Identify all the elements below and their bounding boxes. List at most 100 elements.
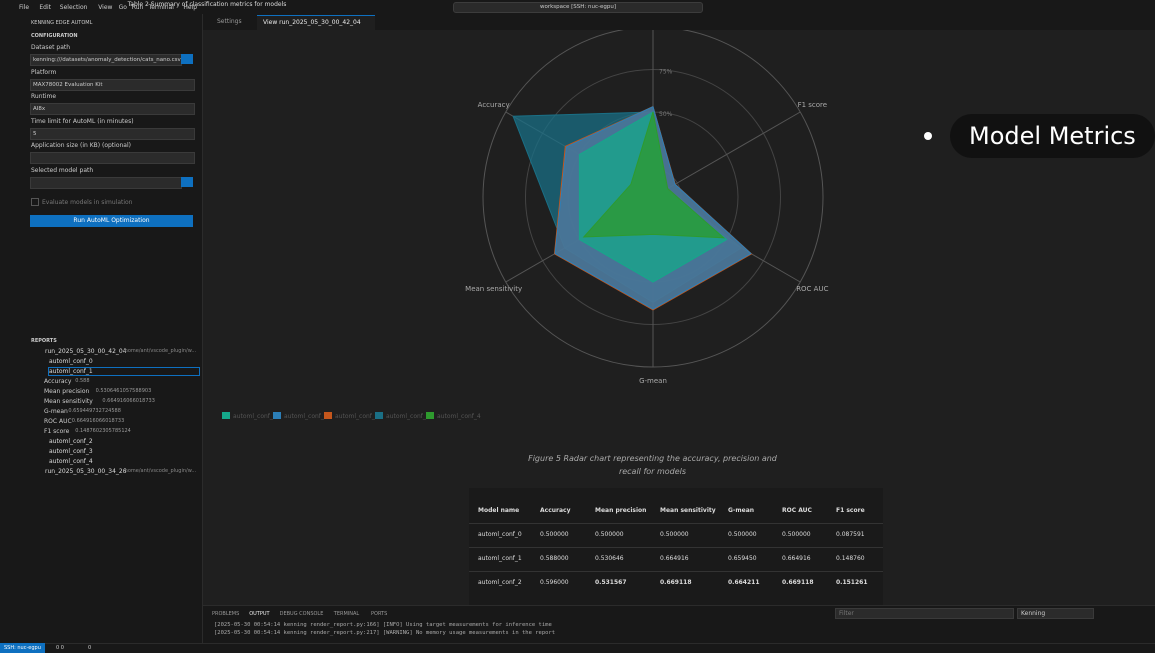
table-cell: 0.500000 [540,531,569,538]
browse-button[interactable] [181,176,193,187]
table-cell: 0.659450 [728,555,757,562]
table-header: Mean sensitivity [660,507,716,514]
tree-item[interactable]: automl_conf_4 [49,458,93,465]
row-separator [469,571,883,572]
run-path: /home/ant/vscode_plugin/w... [123,468,197,474]
axis-line [652,111,801,198]
filter-box[interactable]: Filter [835,608,1014,619]
menu-item[interactable]: View [98,4,113,11]
legend-label: automl_conf_1 [284,413,328,420]
field-label: Time limit for AutoML (in minutes) [31,117,134,125]
run-path: /home/ant/vscode_plugin/w... [123,348,197,354]
tree-item[interactable]: automl_conf_2 [49,438,93,445]
radar-chart: 50% 75% F1 score ROC AUC G-mean Mean sensitiv… [222,30,829,420]
overlay-label: Model Metrics [950,114,1155,158]
input-box[interactable]: MAX78002 Evaluation Kit [30,78,195,91]
table-header: F1 score [836,507,865,514]
table-cell: 0.664916 [660,555,689,562]
legend-label: automl_conf_4 [437,413,481,420]
table-cell: 0.531567 [595,579,627,586]
table-cell: 0.148760 [836,555,865,562]
tree-item[interactable]: automl_conf_0 [49,358,93,365]
field-label: Runtime [31,93,57,100]
sidebar-title: KENNING EDGE AUTOML [31,20,93,26]
input-box[interactable] [30,176,182,189]
tree-item[interactable]: automl_conf_3 [49,448,93,455]
metric-value: 0.5306461057588903 [95,388,152,394]
panel-tab[interactable]: PORTS [371,611,388,617]
input-value: kenning:///datasets/anomaly_detection/ca… [33,57,181,63]
browse-button[interactable] [181,54,193,64]
run-button[interactable]: Run AutoML Optimization [30,215,193,227]
table-header: Accuracy [540,507,571,514]
table-cell: 0.151261 [836,579,868,586]
table-cell: 0.664211 [728,579,760,586]
menu-item[interactable]: Go [118,4,127,11]
metric-label: F1 score [44,428,70,435]
table-header: ROC AUC [782,507,812,514]
input-box[interactable]: AI8x [30,103,195,115]
legend-swatch [222,412,230,419]
legend-swatch [426,412,434,419]
ring-label: 75% [659,69,673,76]
axis-label: G-mean [639,377,667,385]
tab[interactable]: View run_2025_05_30_00_42_04 [257,15,375,30]
table-header: Model name [478,507,520,514]
overlay-dot [924,132,932,140]
checkbox[interactable] [31,198,39,206]
input-value: AI8x [33,106,46,112]
panel-tab[interactable]: TERMINAL [333,611,360,617]
table-cell: 0.588000 [540,555,569,562]
axis-label: Mean sensitivity [465,285,522,293]
input-value: 5 [33,130,37,137]
table-header: Mean precision [595,507,647,514]
figure-caption: Figure 5 Radar chart representing the ac… [528,454,777,476]
table-caption: Table 2 Summary of classification metric… [127,1,287,8]
remote-indicator[interactable]: SSH: nuc-egpu [0,643,45,653]
run-name[interactable]: run_2025_05_30_00_34_26 [45,468,127,475]
input-box[interactable]: kenning:///datasets/anomaly_detection/ca… [30,54,182,66]
input-box[interactable] [30,152,195,164]
section-title: REPORTS [31,338,57,344]
panel-tab[interactable]: PROBLEMS [212,611,240,617]
metric-label: ROC AUC [44,418,72,425]
channel-select[interactable]: Kenning [1017,608,1094,619]
input-box[interactable]: 5 [30,127,195,140]
tree-item[interactable]: automl_conf_1 [48,367,200,376]
axis-label: F1 score [798,101,828,109]
menu-item[interactable]: Edit [39,4,52,11]
metric-label: Accuracy [44,378,72,385]
table-cell: 0.500000 [595,531,624,538]
field-label: Application size (in KB) (optional) [31,142,131,149]
status-bar [0,643,1155,653]
legend-label: automl_conf_2 [335,413,379,420]
table-cell: automl_conf_1 [478,555,522,562]
panel-tab[interactable]: OUTPUT [249,611,270,617]
command-center[interactable]: workspace [SSH: nuc-egpu] [453,2,703,13]
metric-value: 0.664916066018733 [71,418,125,424]
status-problems[interactable]: 0 0 [56,645,64,651]
menu-item[interactable]: Help [183,4,198,11]
menu-item[interactable]: Selection [59,4,88,11]
table-header: G-mean [728,507,755,514]
menu-item[interactable]: Terminal [148,4,174,11]
field-label: Selected model path [31,166,94,174]
table-cell: automl_conf_0 [478,531,522,538]
menu-item[interactable]: File [19,4,30,11]
row-separator [469,547,883,548]
panel-tab[interactable]: DEBUG CONSOLE [279,611,324,617]
tab[interactable]: Settings [217,18,242,25]
metric-value: 0.664916066018733 [102,398,155,404]
axis-label: ROC AUC [796,285,828,293]
log-line: [2025-05-30 00:54:14 kenning render_repo… [214,630,556,636]
table-cell: 0.530646 [595,555,624,562]
log-line: [2025-05-30 00:54:14 kenning render_repo… [214,622,552,628]
table-cell: 0.669118 [660,579,692,586]
table-cell: automl_conf_2 [478,579,522,586]
menu-item[interactable]: Run [131,4,144,11]
status-ports[interactable]: 0 [88,645,92,651]
run-name[interactable]: run_2025_05_30_00_42_04 [45,348,127,355]
table-cell: 0.664916 [782,555,811,562]
legend-label: automl_conf_3 [386,413,430,420]
field-label: Dataset path [31,44,71,51]
